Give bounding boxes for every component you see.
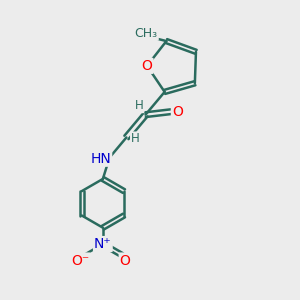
Text: O⁻: O⁻	[71, 254, 90, 268]
Text: CH₃: CH₃	[135, 27, 158, 40]
Text: H: H	[135, 99, 143, 112]
Text: HN: HN	[90, 152, 111, 166]
Text: O: O	[120, 254, 130, 268]
Text: O: O	[142, 59, 152, 73]
Text: O: O	[172, 105, 183, 119]
Text: N⁺: N⁺	[94, 237, 112, 251]
Text: H: H	[131, 132, 140, 146]
